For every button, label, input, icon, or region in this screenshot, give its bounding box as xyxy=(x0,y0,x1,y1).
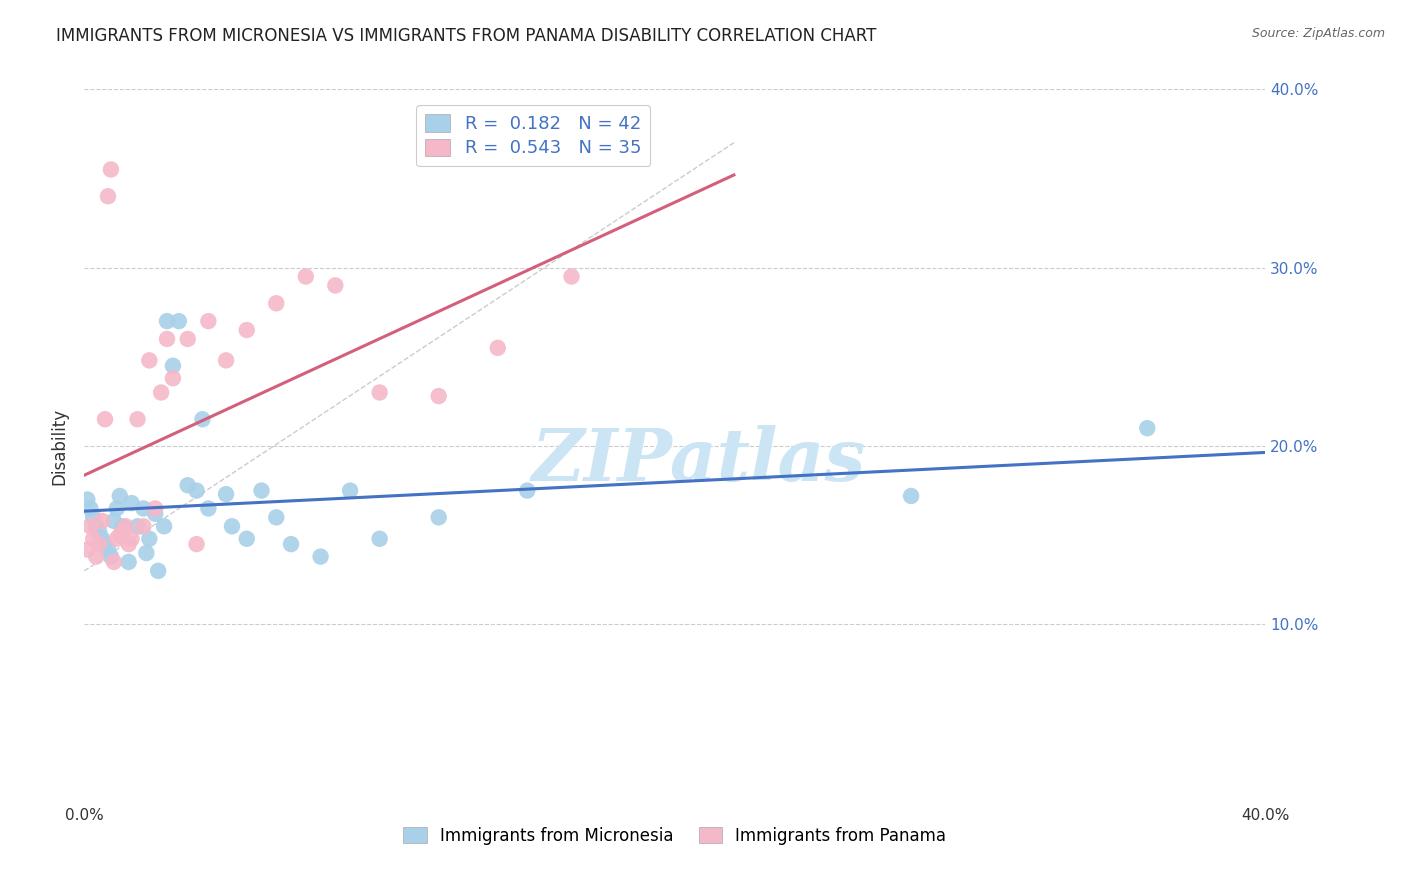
Point xyxy=(132,501,155,516)
Point xyxy=(132,519,155,533)
Point xyxy=(121,532,143,546)
Legend: Immigrants from Micronesia, Immigrants from Panama: Immigrants from Micronesia, Immigrants f… xyxy=(396,821,953,852)
Point xyxy=(153,519,176,533)
Point xyxy=(100,162,122,177)
Point xyxy=(186,483,208,498)
Point xyxy=(156,332,179,346)
Point xyxy=(143,507,166,521)
Point xyxy=(87,537,111,551)
Text: ZIPatlas: ZIPatlas xyxy=(531,425,866,496)
Point xyxy=(266,296,288,310)
Point xyxy=(191,412,214,426)
Point xyxy=(105,532,128,546)
Point xyxy=(76,492,98,507)
Text: IMMIGRANTS FROM MICRONESIA VS IMMIGRANTS FROM PANAMA DISABILITY CORRELATION CHAR: IMMIGRANTS FROM MICRONESIA VS IMMIGRANTS… xyxy=(56,27,876,45)
Point xyxy=(84,519,107,533)
Point xyxy=(84,549,107,564)
Point xyxy=(295,269,318,284)
Point xyxy=(127,519,149,533)
Point xyxy=(221,519,243,533)
Point xyxy=(121,496,143,510)
Point xyxy=(486,341,509,355)
Point xyxy=(94,537,117,551)
Point xyxy=(108,528,131,542)
Point xyxy=(215,353,238,368)
Point xyxy=(97,189,120,203)
Point xyxy=(339,483,361,498)
Point xyxy=(1136,421,1159,435)
Point xyxy=(266,510,288,524)
Point xyxy=(280,537,302,551)
Point xyxy=(127,412,149,426)
Point xyxy=(103,555,125,569)
Point xyxy=(215,487,238,501)
Point xyxy=(103,514,125,528)
Point xyxy=(105,501,128,516)
Text: Source: ZipAtlas.com: Source: ZipAtlas.com xyxy=(1251,27,1385,40)
Point xyxy=(118,555,141,569)
Point xyxy=(427,389,450,403)
Point xyxy=(138,532,160,546)
Point xyxy=(177,478,200,492)
Point xyxy=(162,359,184,373)
Point xyxy=(325,278,347,293)
Point xyxy=(118,537,141,551)
Point xyxy=(177,332,200,346)
Point xyxy=(368,532,391,546)
Point xyxy=(309,549,332,564)
Point xyxy=(150,385,173,400)
Point xyxy=(108,489,131,503)
Point xyxy=(516,483,538,498)
Point xyxy=(138,353,160,368)
Point xyxy=(561,269,583,284)
Point xyxy=(197,501,219,516)
Point xyxy=(167,314,190,328)
Point xyxy=(82,532,104,546)
Point xyxy=(94,412,117,426)
Point xyxy=(100,549,122,564)
Point xyxy=(186,537,208,551)
Point xyxy=(162,371,184,385)
Point xyxy=(91,514,114,528)
Point xyxy=(900,489,922,503)
Point xyxy=(156,314,179,328)
Point xyxy=(111,524,134,539)
Point xyxy=(79,501,101,516)
Point xyxy=(79,519,101,533)
Point xyxy=(97,542,120,557)
Point xyxy=(87,524,111,539)
Y-axis label: Disability: Disability xyxy=(51,408,69,484)
Point xyxy=(111,519,134,533)
Point xyxy=(368,385,391,400)
Point xyxy=(76,542,98,557)
Point xyxy=(236,323,259,337)
Point xyxy=(236,532,259,546)
Point xyxy=(91,532,114,546)
Point xyxy=(197,314,219,328)
Point xyxy=(82,510,104,524)
Point xyxy=(250,483,273,498)
Point xyxy=(148,564,170,578)
Point xyxy=(427,510,450,524)
Point xyxy=(114,519,136,533)
Point xyxy=(135,546,157,560)
Point xyxy=(143,501,166,516)
